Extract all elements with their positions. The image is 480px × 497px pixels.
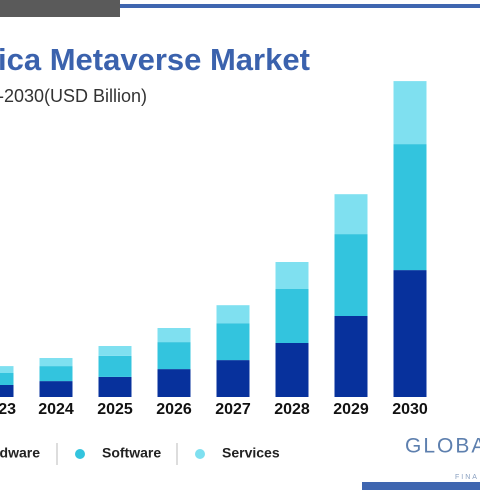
bar-segment [157, 342, 191, 370]
x-tick-label: 2029 [333, 401, 369, 418]
chart-title: ica Metaverse Market [0, 42, 310, 77]
bar-segment [393, 270, 427, 397]
legend-label: dware [0, 445, 40, 461]
x-tick-label: 2026 [156, 401, 192, 418]
x-tick-label: 2027 [215, 401, 251, 418]
bar-segment [275, 289, 309, 343]
bar-segment [334, 316, 368, 397]
bar-segment [334, 234, 368, 316]
legend-label: Services [222, 445, 280, 461]
bar-segment [393, 81, 427, 145]
x-tick-label: 2024 [38, 401, 74, 418]
bottom-rule [362, 482, 480, 490]
bar-segment [275, 343, 309, 397]
legend-swatch [195, 449, 205, 459]
logo-subtext: FINA [455, 474, 479, 481]
bar-segment [0, 385, 14, 397]
bar-segment [39, 366, 73, 382]
legend-label: Software [102, 445, 161, 461]
bar-segment [216, 360, 250, 397]
bar-segment [0, 366, 14, 373]
bar-segment [98, 376, 132, 397]
top-rule [0, 4, 480, 8]
x-tick-label: 2030 [392, 401, 428, 418]
x-tick-label: 23 [0, 401, 16, 418]
x-tick-label: 2025 [97, 401, 133, 418]
logo-text: GLOBA [405, 435, 480, 458]
bar-segment [98, 346, 132, 356]
bar-segment [157, 328, 191, 343]
bar-segment [98, 355, 132, 377]
top-tab [0, 0, 120, 17]
bar-segment [0, 373, 14, 385]
bar-segment [39, 358, 73, 367]
bar-segment [393, 144, 427, 271]
bar-segment [216, 323, 250, 361]
legend-swatch [75, 449, 85, 459]
bar-segment [334, 194, 368, 235]
bar-segment [39, 381, 73, 397]
bar-segment [275, 262, 309, 289]
bar-segment [157, 369, 191, 397]
x-tick-label: 2028 [274, 401, 310, 418]
bar-segment [216, 305, 250, 324]
chart-subtitle: -2030(USD Billion) [0, 86, 147, 106]
